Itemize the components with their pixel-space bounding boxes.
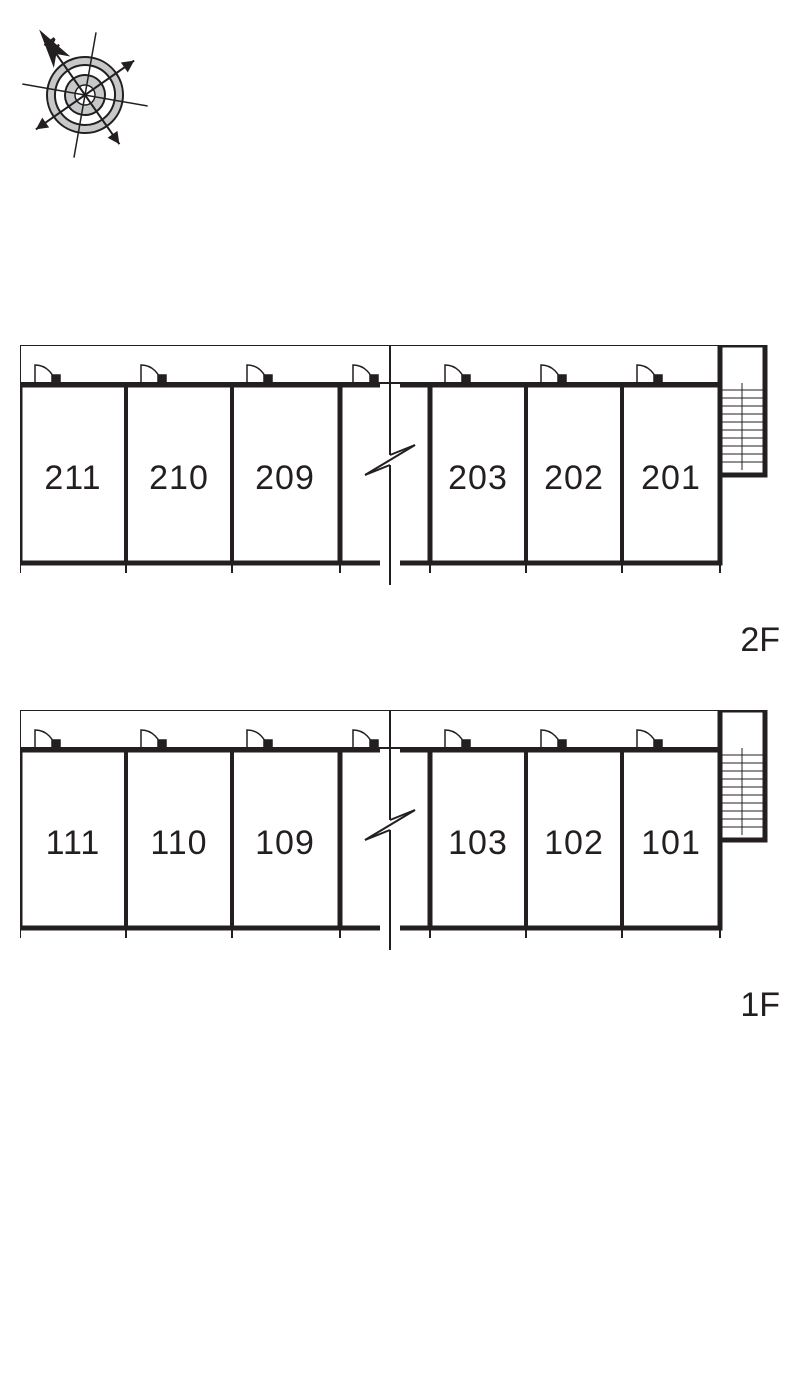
- room-label: 203: [448, 459, 508, 497]
- floor-1f: 111 110 109 103 102 101 1F: [20, 710, 780, 975]
- room-label: 101: [641, 824, 701, 862]
- room-label: 103: [448, 824, 508, 862]
- floor-2f: 211 210 209 203 202 201 2F: [20, 345, 780, 610]
- compass-rose: N: [10, 10, 160, 160]
- room-label: 102: [544, 824, 604, 862]
- floor-label-2f: 2F: [740, 621, 780, 660]
- room-label: 211: [44, 459, 101, 497]
- room-label: 210: [149, 459, 209, 497]
- room-label: 109: [255, 824, 315, 862]
- room-label: 209: [255, 459, 315, 497]
- floor-label-1f: 1F: [740, 986, 780, 1025]
- room-label: 202: [544, 459, 604, 497]
- room-label: 110: [150, 824, 207, 862]
- floorplan-1f-svg: 111 110 109 103 102 101: [20, 710, 780, 970]
- room-label: 111: [46, 824, 101, 862]
- floorplan-2f-svg: 211 210 209 203 202 201: [20, 345, 780, 605]
- room-label: 201: [641, 459, 701, 497]
